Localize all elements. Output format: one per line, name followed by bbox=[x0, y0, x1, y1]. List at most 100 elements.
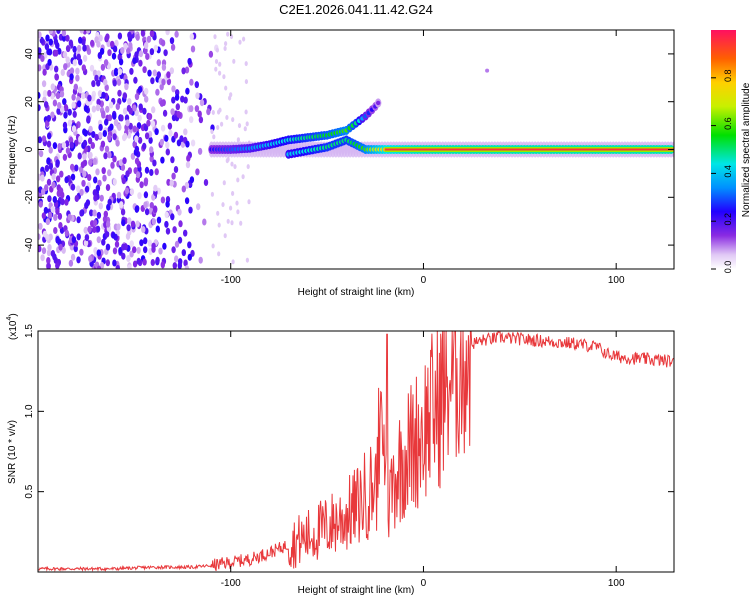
noise-cell bbox=[51, 181, 56, 189]
noise-cell bbox=[246, 164, 250, 170]
noise-cell bbox=[95, 184, 101, 192]
colorbar-label: Normalized spectral amplitude bbox=[741, 82, 750, 217]
noise-cell bbox=[124, 83, 129, 91]
noise-cell bbox=[114, 39, 119, 47]
noise-cell bbox=[46, 157, 51, 165]
noise-cell bbox=[58, 243, 63, 251]
noise-cell bbox=[46, 257, 51, 264]
noise-cell bbox=[164, 220, 169, 228]
noise-cell bbox=[132, 57, 137, 65]
noise-cell bbox=[245, 121, 249, 127]
noise-cell bbox=[186, 154, 191, 162]
noise-cell bbox=[85, 199, 91, 207]
noise-cell bbox=[81, 179, 86, 187]
noise-cell bbox=[174, 255, 179, 263]
noise-cell bbox=[126, 255, 131, 262]
noise-cell bbox=[48, 162, 53, 170]
noise-cell bbox=[116, 223, 121, 231]
noise-cell bbox=[43, 206, 49, 214]
noise-cell bbox=[189, 78, 194, 86]
noise-cell bbox=[153, 206, 158, 213]
noise-cell bbox=[118, 159, 124, 167]
noise-cell bbox=[150, 120, 156, 128]
noise-cell bbox=[197, 110, 202, 118]
noise-cell bbox=[79, 30, 84, 34]
noise-cell bbox=[107, 169, 112, 177]
noise-cell bbox=[105, 220, 111, 228]
noise-cell bbox=[161, 78, 166, 86]
noise-cell bbox=[187, 57, 192, 65]
x-tick-label: 100 bbox=[608, 578, 625, 589]
noise-cell bbox=[38, 200, 43, 208]
noise-cell bbox=[94, 74, 99, 82]
svg-text:(x104): (x104) bbox=[6, 313, 19, 340]
signal-core bbox=[384, 148, 674, 151]
noise-cell bbox=[38, 31, 42, 39]
noise-cell bbox=[41, 212, 47, 220]
noise-cell bbox=[163, 49, 168, 57]
noise-cell bbox=[47, 244, 52, 251]
noise-cell bbox=[65, 45, 71, 53]
noise-cell bbox=[154, 128, 159, 136]
noise-cell bbox=[150, 259, 155, 266]
noise-cell bbox=[107, 134, 112, 142]
noise-cell bbox=[87, 94, 92, 102]
noise-cell bbox=[147, 113, 153, 121]
noise-cell bbox=[173, 166, 179, 173]
noise-cell bbox=[222, 74, 226, 80]
noise-cell bbox=[48, 146, 53, 154]
noise-cell bbox=[147, 69, 152, 77]
noise-cell bbox=[149, 146, 154, 154]
noise-cell bbox=[53, 214, 58, 221]
noise-cell bbox=[98, 202, 104, 210]
noise-cell bbox=[57, 143, 62, 150]
noise-cell bbox=[160, 156, 165, 164]
noise-cell bbox=[217, 251, 221, 257]
noise-cell bbox=[123, 42, 128, 50]
noise-cell bbox=[104, 84, 109, 92]
noise-cell bbox=[41, 135, 47, 143]
snr-multiplier-close: ) bbox=[8, 313, 19, 316]
noise-cell bbox=[189, 176, 195, 184]
noise-cell bbox=[217, 222, 221, 228]
spectrogram-ticks: -100 0 100 -40 -20 0 20 40 bbox=[24, 30, 674, 286]
noise-cell bbox=[62, 51, 68, 59]
noise-cell bbox=[44, 43, 50, 51]
noise-cell bbox=[75, 67, 80, 75]
x-tick-label: -100 bbox=[221, 275, 241, 286]
noise-cell bbox=[40, 55, 45, 62]
noise-cell bbox=[164, 134, 169, 142]
noise-cell bbox=[134, 157, 140, 165]
noise-cell bbox=[96, 98, 101, 106]
noise-cell bbox=[116, 191, 122, 199]
noise-cell bbox=[98, 34, 103, 42]
noise-cell bbox=[54, 65, 59, 73]
noise-cell bbox=[39, 36, 44, 44]
noise-cell bbox=[96, 249, 102, 257]
noise-cell bbox=[143, 42, 149, 49]
noise-cell bbox=[79, 209, 84, 217]
noise-cell bbox=[169, 179, 174, 187]
noise-cell bbox=[53, 227, 58, 234]
noise-cell bbox=[156, 71, 161, 79]
noise-cell bbox=[127, 31, 132, 39]
noise-cell bbox=[144, 87, 149, 95]
noise-cell bbox=[235, 200, 239, 206]
noise-cell bbox=[152, 159, 157, 167]
noise-cell bbox=[89, 209, 94, 217]
noise-cell bbox=[178, 258, 183, 266]
noise-cell bbox=[112, 133, 117, 141]
noise-cell bbox=[142, 142, 147, 150]
noise-cell bbox=[115, 265, 120, 269]
noise-cell bbox=[151, 106, 156, 114]
noise-cell bbox=[244, 61, 248, 67]
noise-cell bbox=[211, 243, 215, 249]
noise-cell bbox=[143, 124, 149, 132]
noise-cell bbox=[67, 108, 72, 116]
noise-cell bbox=[96, 211, 102, 219]
colorbar-tick-label: 0.0 bbox=[723, 261, 733, 274]
noise-cell bbox=[147, 239, 153, 247]
noise-cell bbox=[53, 49, 59, 57]
noise-cell bbox=[132, 104, 137, 112]
